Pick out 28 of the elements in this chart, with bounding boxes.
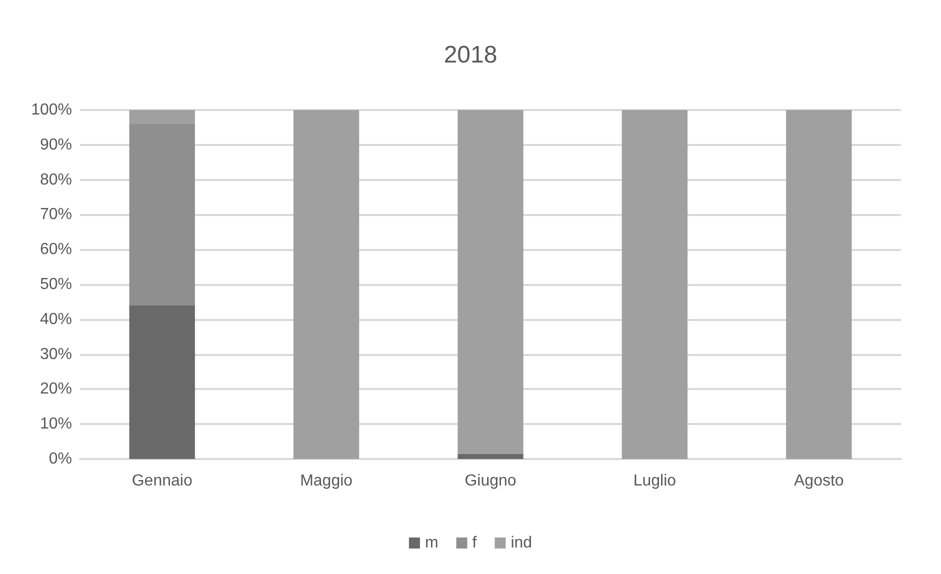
bar bbox=[786, 110, 852, 459]
chart-title: 2018 bbox=[444, 42, 498, 68]
x-tick-label: Luglio bbox=[633, 472, 676, 490]
y-tick-label: 80% bbox=[40, 171, 72, 188]
x-tick-label: Agosto bbox=[794, 472, 844, 490]
legend-label: ind bbox=[510, 534, 532, 552]
y-tick-label: 30% bbox=[40, 346, 72, 363]
y-tick-label: 100% bbox=[31, 102, 72, 118]
y-tick-label: 70% bbox=[40, 206, 72, 224]
y-tick-label: 0% bbox=[48, 450, 72, 468]
y-tick-label: 20% bbox=[40, 380, 72, 398]
legend-label: f bbox=[472, 534, 478, 552]
bar bbox=[458, 110, 524, 454]
x-tick-label: Gennaio bbox=[132, 472, 192, 490]
y-tick-label: 90% bbox=[40, 136, 72, 154]
bar bbox=[129, 110, 195, 124]
y-tick-label: 10% bbox=[40, 416, 72, 433]
x-tick-label: Giugno bbox=[464, 472, 516, 490]
y-tick-label: 40% bbox=[40, 310, 72, 328]
y-tick-label: 60% bbox=[40, 241, 72, 258]
legend-label: m bbox=[424, 534, 438, 552]
bar bbox=[458, 454, 524, 459]
bar bbox=[129, 124, 195, 306]
bar bbox=[622, 110, 688, 459]
bar bbox=[129, 305, 195, 459]
x-tick-label: Maggio bbox=[300, 472, 353, 490]
y-tick-label: 50% bbox=[40, 276, 72, 293]
bar bbox=[293, 110, 360, 459]
